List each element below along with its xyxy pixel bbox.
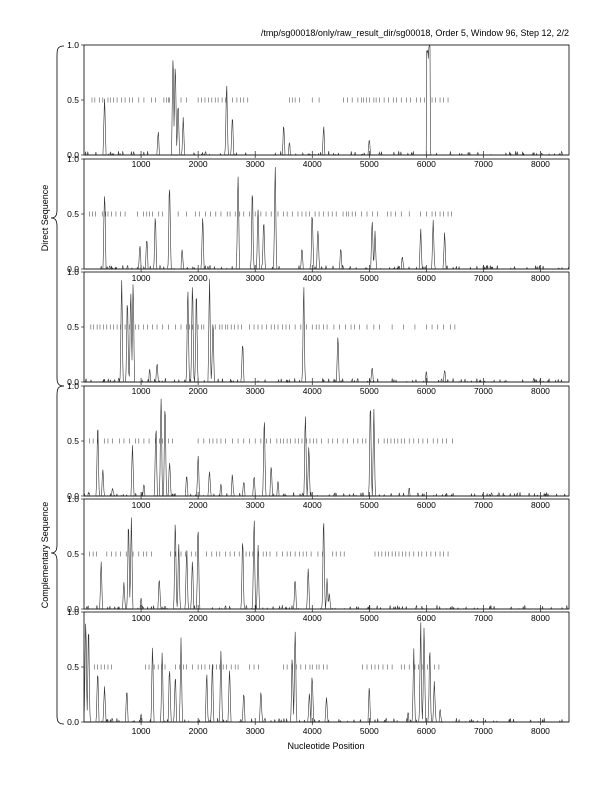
direct-sequence-brace [50, 45, 65, 387]
panel-5: 0.0 0.5 1.0 1000 2000 3000 4000 5000 6000 7000 800… [67, 494, 570, 623]
probability-trace [83, 622, 569, 723]
x-tick-label: 7000 [474, 500, 493, 510]
complementary-sequence-brace [50, 385, 65, 725]
y-tick-label: 0.0 [67, 604, 79, 614]
probability-trace [83, 166, 570, 271]
panel-6: 0.0 0.5 1.0 1000 2000 3000 4000 5000 6000 7000 800… [67, 607, 570, 736]
y-tick-label: 0.5 [67, 95, 79, 105]
x-tick-label: 1000 [132, 500, 151, 510]
x-tick-label: 7000 [474, 273, 493, 283]
x-tick-label: 8000 [531, 500, 550, 510]
x-tick-label: 8000 [531, 613, 550, 623]
y-tick-label: 0.0 [67, 150, 79, 160]
y-tick-label: 1.0 [67, 607, 79, 617]
x-tick-label: 6000 [417, 273, 436, 283]
y-tick-label: 0.5 [67, 322, 79, 332]
x-tick-label: 8000 [531, 386, 550, 396]
x-tick-label: 5000 [360, 273, 379, 283]
x-tick-label: 3000 [246, 500, 265, 510]
x-tick-label: 2000 [189, 159, 208, 169]
x-tick-label: 5000 [360, 386, 379, 396]
direct-sequence-label: Direct Sequence [40, 185, 50, 252]
x-tick-label: 8000 [531, 159, 550, 169]
probability-trace [83, 398, 569, 498]
x-tick-label: 2000 [189, 386, 208, 396]
x-tick-label: 3000 [246, 613, 265, 623]
x-tick-label: 5000 [360, 159, 379, 169]
y-tick-label: 1.0 [67, 154, 79, 164]
y-tick-label: 0.0 [67, 264, 79, 274]
x-tick-label: 8000 [531, 726, 550, 736]
x-tick-label: 3000 [246, 273, 265, 283]
x-tick-label: 4000 [303, 500, 322, 510]
panel-frame [83, 44, 570, 156]
x-tick-label: 2000 [189, 273, 208, 283]
x-tick-label: 1000 [132, 159, 151, 169]
probability-trace [84, 279, 569, 384]
x-tick-label: 7000 [474, 386, 493, 396]
panel-frame [83, 385, 570, 497]
x-tick-label: 2000 [189, 726, 208, 736]
x-tick-label: 7000 [474, 159, 493, 169]
x-tick-label: 3000 [246, 159, 265, 169]
x-tick-label: 4000 [303, 273, 322, 283]
y-tick-label: 0.0 [67, 491, 79, 501]
complementary-sequence-label: Complementary Sequence [40, 502, 50, 609]
y-tick-label: 1.0 [67, 381, 79, 391]
x-tick-label: 4000 [303, 386, 322, 396]
x-tick-label: 2000 [189, 613, 208, 623]
y-tick-label: 0.0 [67, 377, 79, 387]
x-tick-label: 4000 [303, 613, 322, 623]
x-tick-label: 1000 [132, 726, 151, 736]
y-tick-label: 1.0 [67, 267, 79, 277]
x-tick-label: 2000 [189, 500, 208, 510]
x-tick-label: 4000 [303, 726, 322, 736]
chart-title: /tmp/sg00018/only/raw_result_dir/sg00018… [261, 28, 569, 38]
y-tick-label: 0.5 [67, 662, 79, 672]
y-tick-label: 0.5 [67, 209, 79, 219]
x-tick-label: 1000 [132, 273, 151, 283]
x-tick-label: 7000 [474, 726, 493, 736]
x-tick-label: 5000 [360, 726, 379, 736]
x-tick-label: 4000 [303, 159, 322, 169]
probability-trace [84, 517, 569, 611]
x-tick-label: 1000 [132, 613, 151, 623]
x-tick-label: 5000 [360, 500, 379, 510]
y-tick-label: 0.5 [67, 436, 79, 446]
y-tick-label: 0.0 [67, 717, 79, 727]
y-tick-label: 1.0 [67, 494, 79, 504]
panel-frame [83, 611, 570, 723]
x-axis-label: Nucleotide Position [287, 741, 364, 751]
x-tick-label: 6000 [417, 159, 436, 169]
panel-frame [83, 158, 570, 270]
probability-trace [84, 44, 569, 157]
panel-3: 0.0 0.5 1.0 1000 2000 3000 4000 5000 6000 7000 800… [67, 267, 570, 396]
panel-2: 0.0 0.5 1.0 1000 2000 3000 4000 5000 6000 7000 800… [67, 154, 570, 283]
x-tick-label: 6000 [417, 386, 436, 396]
x-tick-label: 6000 [417, 726, 436, 736]
x-tick-label: 3000 [246, 726, 265, 736]
x-tick-label: 1000 [132, 386, 151, 396]
panels: 0.0 0.5 1.0 1000 2000 3000 4000 5000 6000 7000 800… [67, 40, 570, 736]
panel-4: 0.0 0.5 1.0 1000 2000 3000 4000 5000 6000 7000 800… [67, 381, 570, 510]
x-tick-label: 3000 [246, 386, 265, 396]
x-tick-label: 8000 [531, 273, 550, 283]
x-tick-label: 7000 [474, 613, 493, 623]
panel-1: 0.0 0.5 1.0 1000 2000 3000 4000 5000 6000 7000 800… [67, 40, 570, 169]
y-tick-label: 0.5 [67, 549, 79, 559]
x-tick-label: 5000 [360, 613, 379, 623]
y-tick-label: 1.0 [67, 40, 79, 50]
x-tick-label: 6000 [417, 613, 436, 623]
x-tick-label: 6000 [417, 500, 436, 510]
